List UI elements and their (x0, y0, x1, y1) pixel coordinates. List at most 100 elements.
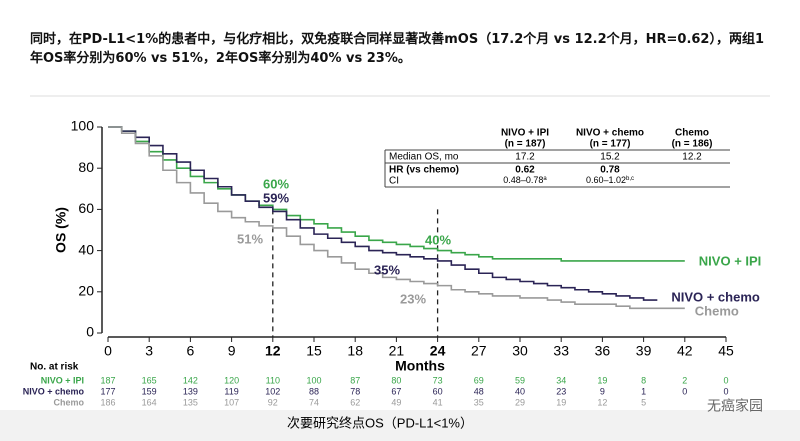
cell-text: 0.48–0.78 (503, 175, 543, 185)
risk-count: 29 (515, 397, 525, 407)
x-axis-label: Months (395, 358, 445, 374)
risk-count: 1 (641, 386, 646, 396)
risk-count: 73 (433, 375, 443, 385)
risk-count: 110 (266, 375, 280, 385)
table-header: (n = 187) (505, 139, 546, 150)
risk-count: 0 (682, 386, 687, 396)
risk-count: 0 (723, 386, 728, 396)
annotation: 35% (374, 262, 400, 277)
risk-count: 119 (224, 386, 238, 396)
cell-sup: a (543, 176, 547, 182)
risk-count: 40 (515, 386, 525, 396)
risk-count: 120 (224, 375, 239, 385)
km-curve (108, 126, 658, 301)
cell-sup: b,c (626, 176, 634, 182)
risk-count: 87 (350, 375, 360, 385)
risk-count: 186 (100, 397, 115, 407)
risk-count: 49 (391, 397, 401, 407)
table-header: NIVO + IPI (501, 128, 549, 139)
annotation: 40% (425, 232, 451, 247)
km-curve (108, 126, 685, 310)
km-curve (108, 126, 685, 262)
x-tick-label: 45 (718, 343, 734, 359)
risk-count: 164 (142, 397, 157, 407)
risk-count: 139 (183, 386, 198, 396)
x-tick-label: 9 (228, 343, 236, 359)
annotation: 51% (237, 231, 263, 246)
y-tick-label: 20 (78, 283, 94, 299)
risk-count: 41 (433, 397, 443, 407)
risk-count: 8 (641, 375, 646, 385)
risk-count: 107 (224, 397, 239, 407)
risk-count: 78 (350, 386, 360, 396)
table-row-label: HR (vs chemo) (389, 165, 459, 176)
risk-count: 59 (515, 375, 525, 385)
table-header: NIVO + chemo (576, 128, 644, 139)
risk-count: 23 (556, 386, 566, 396)
y-tick-label: 0 (86, 324, 94, 340)
risk-count: 0 (723, 375, 728, 385)
series-label: Chemo (695, 304, 739, 319)
x-tick-label: 39 (636, 343, 652, 359)
risk-count: 88 (309, 386, 319, 396)
x-tick-label: 42 (677, 343, 693, 359)
y-tick-label: 100 (71, 118, 95, 134)
x-tick-label: 0 (104, 343, 112, 359)
y-tick-label: 40 (78, 241, 94, 257)
risk-count: 19 (556, 397, 566, 407)
table-cell: 17.2 (515, 152, 535, 163)
risk-count: 5 (641, 397, 646, 407)
x-tick-label: 30 (512, 343, 528, 359)
x-tick-label: 6 (187, 343, 195, 359)
cell-text: 0.60–1.02 (586, 175, 626, 185)
risk-count: 177 (100, 386, 115, 396)
table-cell: 0.60–1.02b,c (586, 175, 634, 185)
risk-count: 102 (265, 386, 280, 396)
table-header: Chemo (675, 128, 709, 139)
table-header: (n = 186) (672, 139, 713, 150)
table-cell: 12.2 (682, 152, 702, 163)
annotation: 23% (400, 291, 426, 306)
table-header: (n = 177) (590, 139, 631, 150)
risk-count: 142 (183, 375, 198, 385)
table-cell: 0.78 (600, 165, 620, 176)
x-tick-label: 21 (389, 343, 405, 359)
table-row-label: CI (389, 176, 399, 187)
x-tick-label: 33 (553, 343, 569, 359)
risk-count: 12 (597, 397, 607, 407)
annotation: 60% (263, 176, 289, 191)
risk-count: 62 (350, 397, 360, 407)
risk-label: NIVO + chemo (23, 386, 85, 396)
table-cell: 15.2 (600, 152, 620, 163)
risk-count: 34 (556, 375, 566, 385)
y-tick-label: 60 (78, 200, 94, 216)
watermark: 无癌家园 (707, 398, 763, 414)
x-tick-label: 24 (430, 343, 446, 359)
risk-count: 159 (142, 386, 157, 396)
x-tick-label: 12 (265, 343, 281, 359)
risk-count: 92 (268, 397, 278, 407)
caption: 次要研究终点OS（PD-L1<1%） (287, 415, 473, 430)
header: 同时，在PD-L1<1%的患者中，与化疗相比，双免疫联合同样显著改善mOS（17… (30, 32, 765, 66)
risk-count: 80 (391, 375, 401, 385)
risk-count: 67 (391, 386, 401, 396)
caption-band (0, 410, 800, 441)
series-label: NIVO + IPI (699, 253, 762, 268)
risk-count: 19 (597, 375, 607, 385)
risk-label: Chemo (53, 397, 84, 407)
annotation: 59% (263, 190, 289, 205)
table-cell: 0.48–0.78a (503, 175, 547, 185)
x-tick-label: 3 (145, 343, 153, 359)
risk-count: 100 (306, 375, 321, 385)
x-tick-label: 36 (595, 343, 611, 359)
risk-label: NIVO + IPI (41, 375, 84, 385)
risk-count: 2 (682, 375, 687, 385)
table-cell: 0.62 (515, 165, 535, 176)
risk-count: 48 (474, 386, 484, 396)
risk-count: 135 (183, 397, 198, 407)
series-label: NIVO + chemo (671, 289, 760, 304)
risk-title: No. at risk (30, 362, 79, 373)
y-axis-label: OS (%) (53, 207, 69, 253)
